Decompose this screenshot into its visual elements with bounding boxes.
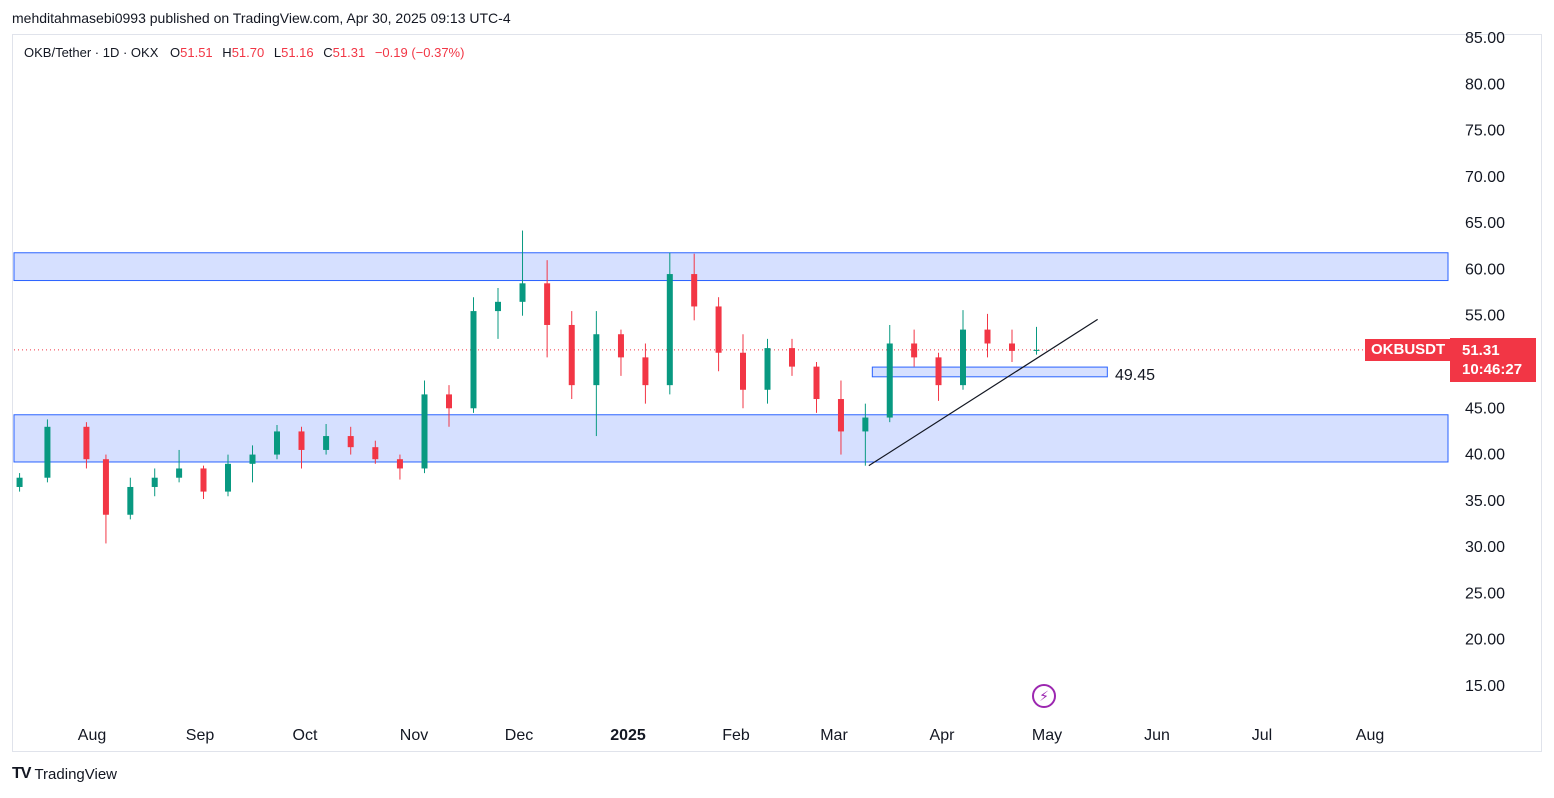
y-tick-label: 85.00 [1465,30,1505,47]
y-tick-label: 40.00 [1465,447,1505,464]
candle-body [740,352,746,390]
y-tick-label: 75.00 [1465,123,1505,140]
candle-body [151,477,158,487]
legend-symbol: OKB/Tether · 1D · OKX [24,45,159,60]
candle-body [666,274,673,386]
candle-body [298,431,305,450]
zone-retest [871,366,1108,378]
x-tick-label: Sep [186,727,215,744]
x-tick-label: Aug [1356,727,1384,744]
candle-body [470,311,477,409]
x-tick-label: Apr [930,727,956,744]
x-tick-label: Jul [1252,727,1272,744]
legend-low: 51.16 [281,45,314,60]
candle-body [764,348,771,390]
candle-body [568,324,575,386]
y-tick-label: 45.00 [1465,400,1505,417]
candle-body [347,436,354,448]
legend-open-label: O [170,45,181,60]
x-tick-label: Nov [400,727,428,744]
legend-high-label: H [222,45,232,60]
candle-body [1033,349,1040,351]
legend-change: −0.19 (−0.37%) [374,45,465,60]
candle-body [249,454,256,464]
candle-body [886,343,893,418]
x-tick-label: Jun [1144,727,1170,744]
x-tick-label: Dec [505,727,533,744]
candle-body [1009,343,1015,351]
candle-body [837,399,844,432]
x-tick-label: Mar [820,727,848,744]
chart-frame[interactable] [12,34,1542,752]
candle-body [102,459,109,515]
candle-body [911,343,918,358]
x-tick-label: 2025 [610,727,646,744]
symbol-price-tag: OKBUSDT [1365,339,1452,361]
x-tick-label: Aug [78,727,106,744]
y-tick-label: 70.00 [1465,169,1505,186]
candle-body [44,426,51,478]
candle-body [495,301,501,312]
candle-body [715,306,722,353]
candle-body [519,283,526,302]
candle-body [935,357,942,386]
candle-body [421,394,428,469]
candle-body [960,329,966,386]
y-tick-label: 30.00 [1465,539,1505,556]
candle-body [593,334,600,386]
ohlc-legend: OKB/Tether · 1D · OKX O51.51 H51.70 L51.… [24,45,464,60]
candle-body [83,426,90,460]
candle-body [200,468,207,492]
x-tick-label: May [1032,727,1062,744]
legend-open: 51.51 [180,45,213,60]
y-tick-label: 35.00 [1465,493,1505,510]
candle-body [396,459,403,469]
y-tick-label: 15.00 [1465,678,1505,695]
candle-body [16,477,23,487]
candle-body [813,366,820,400]
bar-countdown: 10:46:27 [1462,361,1523,378]
candle-body [323,436,330,450]
x-tick-label: Oct [293,727,318,744]
y-tick-label: 60.00 [1465,261,1505,278]
legend-close-label: C [323,45,333,60]
publisher-line: mehditahmasebi0993 published on TradingV… [12,10,511,26]
candle-body [446,394,452,409]
y-tick-label: 65.00 [1465,215,1505,232]
legend-close: 51.31 [332,45,366,60]
candle-body [274,431,280,455]
y-tick-label: 20.00 [1465,632,1505,649]
y-tick-label: 25.00 [1465,585,1505,602]
footer-brand: TradingView [34,765,117,783]
y-tick-label: 80.00 [1465,76,1505,93]
last-price: 51.31 [1462,342,1500,359]
candle-body [984,329,991,344]
level-label: 49.45 [1115,367,1156,384]
lightning-icon[interactable]: ⚡ [1032,684,1056,708]
candle-body [642,357,649,386]
candle-body [544,283,551,325]
y-tick-label: 55.00 [1465,308,1505,325]
footer: TV TradingView [12,765,117,783]
candle-body [691,274,698,307]
candle-body [225,463,231,492]
legend-low-label: L [273,45,282,60]
zone-resistance [13,252,1449,282]
candle-body [176,468,183,478]
candle-body [789,348,795,367]
candle-body [372,447,379,460]
zone-support [13,414,1449,463]
legend-high: 51.70 [231,45,265,60]
x-tick-label: Feb [722,727,750,744]
trendline [868,318,1098,467]
candle-body [862,417,869,432]
tradingview-logo-icon: TV [12,765,31,782]
last-price-tag: 51.31 10:46:27 [1450,338,1536,382]
candle-body [617,334,624,358]
candle-body [127,486,134,515]
